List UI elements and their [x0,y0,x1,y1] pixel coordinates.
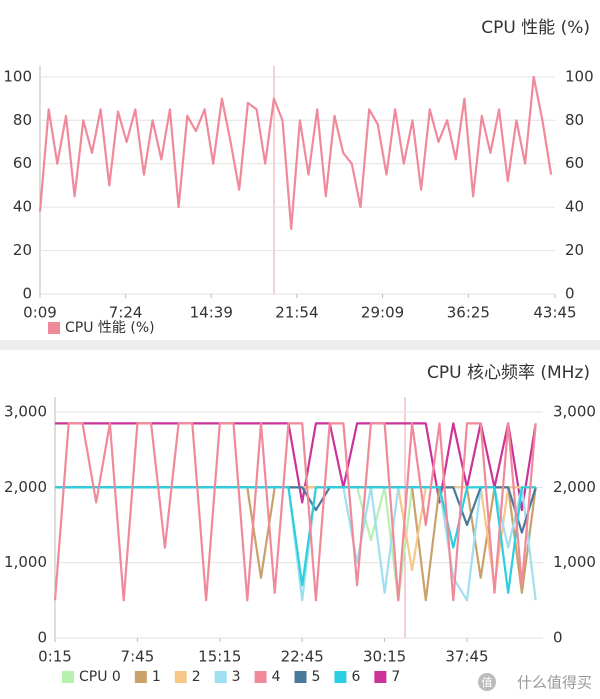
x-tick-label: 0:09 [23,304,57,322]
series-line [55,422,537,512]
legend-swatch [174,671,187,683]
legend-label: 5 [312,669,321,685]
legend-swatch [294,671,307,683]
watermark-logo-text: 值 [482,676,493,689]
x-tick-label: 37:45 [445,648,488,666]
legend-label: 3 [232,669,241,685]
legend-swatch [254,671,267,683]
y-tick-label: 2,000 [4,478,47,496]
y-tick-label: 0 [22,285,32,303]
separator [0,340,600,350]
x-tick-label: 43:45 [533,304,576,322]
series-line [55,486,536,594]
chart-title: CPU 核心频率 (MHz) [427,363,590,383]
y2-tick-label: 1,000 [553,553,596,571]
x-tick-label: 7:24 [109,304,143,322]
x-tick-label: 0:15 [38,648,72,666]
x-tick-label: 36:25 [447,304,490,322]
x-tick-label: 7:45 [121,648,155,666]
y-tick-label: 3,000 [4,403,47,421]
y2-tick-label: 20 [565,241,584,259]
legend-label: 4 [272,669,281,685]
legend-label: CPU 性能 (%) [65,320,155,336]
y2-tick-label: 60 [565,154,584,172]
legend-label: 7 [391,669,400,685]
series-line [53,422,537,602]
legend-label: 6 [351,669,360,685]
y-tick-label: 40 [13,198,32,216]
chart-title: CPU 性能 (%) [481,18,590,38]
legend-label: CPU 0 [79,669,121,685]
legend-swatch [62,671,74,683]
x-tick-label: 15:15 [198,648,241,666]
y2-tick-label: 3,000 [553,403,596,421]
y-tick-label: 80 [13,111,32,129]
x-tick-label: 29:09 [361,304,404,322]
legend-swatch [134,671,147,683]
y-tick-label: 20 [13,241,32,259]
legend-label: 2 [192,669,201,685]
y2-tick-label: 0 [565,285,575,303]
y2-tick-label: 100 [565,67,594,85]
legend-swatch [374,671,387,683]
series-line [55,486,537,534]
x-tick-label: 14:39 [190,304,233,322]
watermark-logo [478,673,496,691]
y2-tick-label: 0 [553,629,563,647]
legend-swatch [334,671,347,683]
y-tick-label: 1,000 [4,553,47,571]
x-tick-label: 22:45 [281,648,324,666]
y2-tick-label: 40 [565,198,584,216]
y2-tick-label: 2,000 [553,478,596,496]
y-tick-label: 100 [3,67,32,85]
legend-swatch [214,671,227,683]
y-tick-label: 0 [37,629,47,647]
legend-label: 1 [152,669,161,685]
series-line [38,75,553,230]
x-tick-label: 30:15 [363,648,406,666]
x-tick-label: 21:54 [275,304,318,322]
watermark: 什么值得买 [517,674,592,692]
y-tick-label: 60 [13,154,32,172]
legend-swatch [48,322,60,334]
y2-tick-label: 80 [565,111,584,129]
